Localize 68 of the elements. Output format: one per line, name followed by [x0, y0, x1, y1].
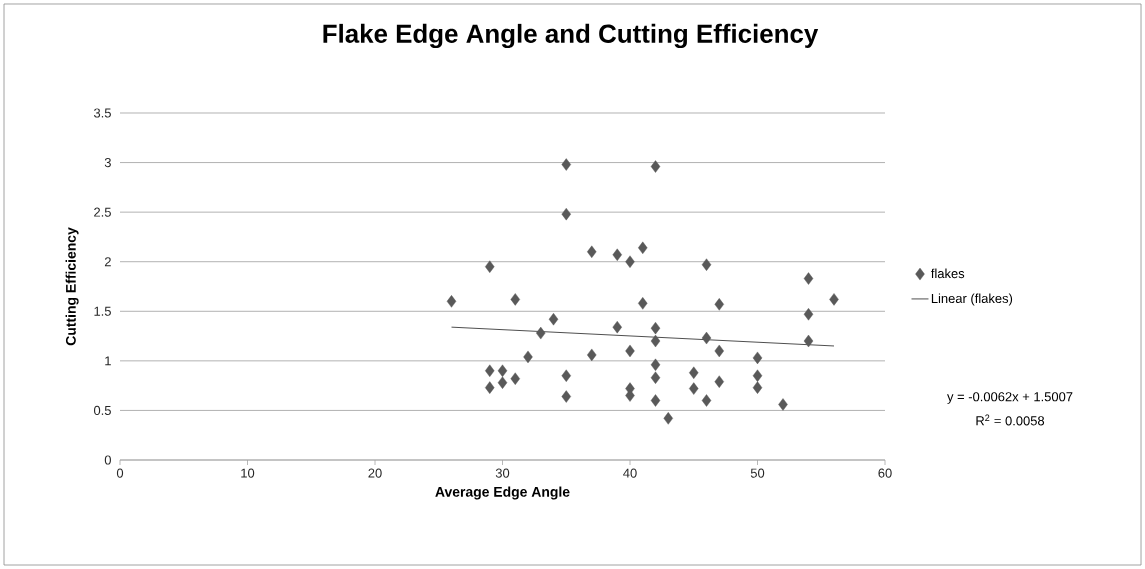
point	[625, 344, 635, 358]
y-tick-label: 3	[104, 157, 111, 168]
x-tick-label: 50	[750, 468, 765, 478]
point	[485, 260, 495, 273]
point	[650, 394, 661, 407]
point	[536, 326, 546, 340]
point	[689, 382, 699, 395]
point	[701, 258, 712, 271]
point	[612, 248, 622, 261]
point	[752, 381, 763, 394]
point	[612, 320, 622, 334]
x-tick-label: 30	[495, 468, 510, 478]
point	[803, 308, 814, 321]
point	[638, 297, 648, 310]
point	[778, 398, 788, 411]
point	[701, 331, 712, 345]
point	[829, 293, 839, 306]
legend-label: flakes	[931, 268, 965, 279]
point	[561, 207, 571, 221]
point	[714, 344, 724, 358]
point	[497, 364, 508, 377]
x-tick-label: 60	[878, 468, 892, 478]
y-tick-label: 0.5	[93, 405, 111, 416]
point	[689, 366, 699, 379]
y-tick-label: 1	[105, 356, 111, 366]
point	[752, 351, 763, 365]
point	[638, 241, 648, 255]
point	[714, 298, 724, 311]
y-tick-label: 2.5	[94, 207, 111, 217]
point	[446, 295, 457, 308]
point	[548, 313, 559, 326]
point	[803, 272, 814, 285]
point	[663, 412, 673, 425]
legend-label: Linear (flakes)	[931, 293, 1013, 306]
point	[510, 372, 520, 385]
point	[523, 350, 533, 364]
x-tick-label: 20	[368, 468, 382, 478]
point	[752, 369, 763, 382]
point	[701, 394, 712, 407]
point	[650, 160, 661, 173]
point	[510, 293, 520, 306]
point	[714, 375, 724, 388]
point	[561, 158, 571, 171]
point	[485, 364, 495, 377]
point	[587, 348, 597, 362]
y-tick-label: 2	[104, 257, 111, 267]
point	[650, 321, 661, 335]
y-tick-label: 1.5	[94, 306, 111, 316]
x-tick-label: 10	[241, 468, 255, 478]
text: R$^{2}$ = 0.0058	[976, 414, 1045, 426]
point	[650, 371, 661, 384]
x-tick-label: 40	[623, 468, 637, 478]
point	[650, 334, 661, 348]
point	[650, 358, 661, 372]
x-tick-label: 0	[116, 468, 124, 478]
point	[561, 369, 571, 382]
text: y = -0.0062x + 1.5007	[947, 392, 1073, 404]
chart-title: Flake Edge Angle and Cutting Efficiency	[323, 23, 819, 49]
y-tick-label: 0	[104, 455, 111, 465]
point	[485, 381, 495, 394]
point	[587, 245, 597, 258]
x-axis-title: Average Edge Angle	[435, 486, 570, 500]
point	[625, 255, 635, 268]
point	[561, 390, 571, 403]
point	[497, 376, 508, 389]
y-axis-title: Cutting Efficiency	[65, 227, 79, 346]
point	[803, 334, 814, 348]
y-tick-label: 3.5	[93, 108, 111, 118]
